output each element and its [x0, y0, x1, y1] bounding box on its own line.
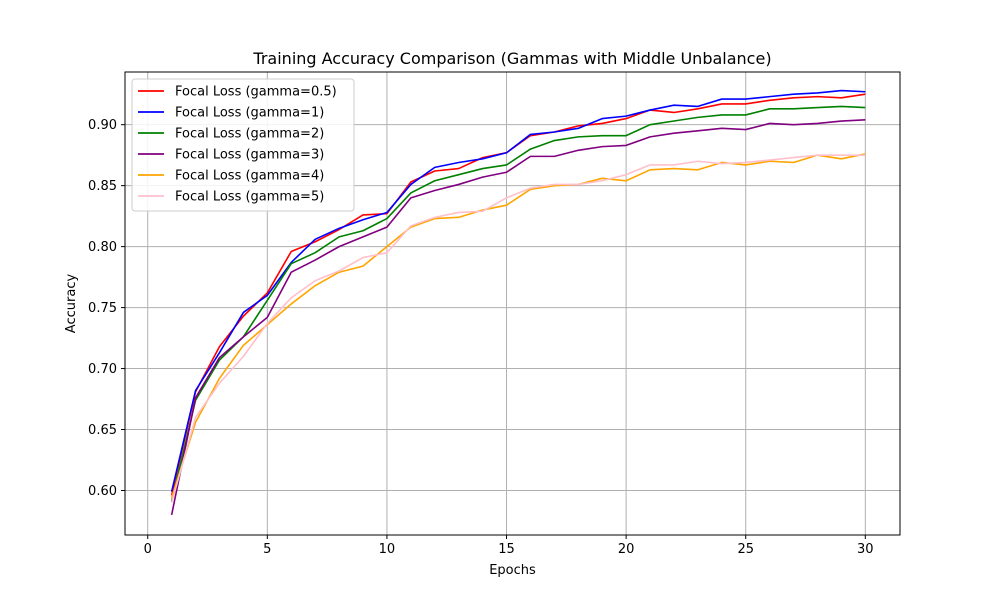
legend-label: Focal Loss (gamma=3) — [175, 148, 324, 163]
series-line-5 — [170, 153, 866, 499]
y-tick-label: 0.85 — [88, 179, 117, 194]
legend-label: Focal Loss (gamma=5) — [175, 190, 324, 205]
y-tick-label: 0.65 — [88, 423, 117, 438]
x-axis-label: Epochs — [489, 563, 536, 578]
x-tick-label: 25 — [737, 542, 754, 557]
legend-label: Focal Loss (gamma=4) — [175, 169, 324, 184]
y-tick-label: 0.60 — [88, 484, 117, 499]
y-axis-label: Accuracy — [64, 274, 79, 334]
legend-label: Focal Loss (gamma=1) — [175, 106, 324, 121]
x-tick-label: 15 — [498, 542, 515, 557]
x-tick-label: 30 — [857, 542, 874, 557]
y-tick-label: 0.80 — [88, 240, 117, 255]
grid — [125, 72, 900, 535]
x-tick-label: 10 — [379, 542, 396, 557]
plot-area-frame — [124, 71, 901, 536]
series-line-3 — [170, 105, 866, 502]
series-lines — [170, 89, 866, 516]
ticks: 0 5 10 15 20 25 30 0.60 0.65 0.70 0.75 0.80 0.85 0.90 — [88, 118, 874, 557]
series-line-4 — [170, 119, 866, 516]
x-tick-label: 0 — [144, 542, 152, 557]
chart-title: Training Accuracy Comparison (Gammas wit… — [252, 49, 771, 68]
legend-box — [131, 78, 355, 212]
x-tick-label: 5 — [263, 542, 271, 557]
series-line-2 — [170, 89, 866, 492]
y-tick-label: 0.90 — [88, 118, 117, 133]
legend-label: Focal Loss (gamma=0.5) — [175, 85, 337, 100]
series-line-6 — [170, 154, 866, 503]
y-tick-label: 0.75 — [88, 301, 117, 316]
x-tick-label: 20 — [618, 542, 635, 557]
y-tick-label: 0.70 — [88, 362, 117, 377]
legend: Focal Loss (gamma=0.5) Focal Loss (gamma=… — [131, 78, 355, 212]
legend-label: Focal Loss (gamma=2) — [175, 127, 324, 142]
